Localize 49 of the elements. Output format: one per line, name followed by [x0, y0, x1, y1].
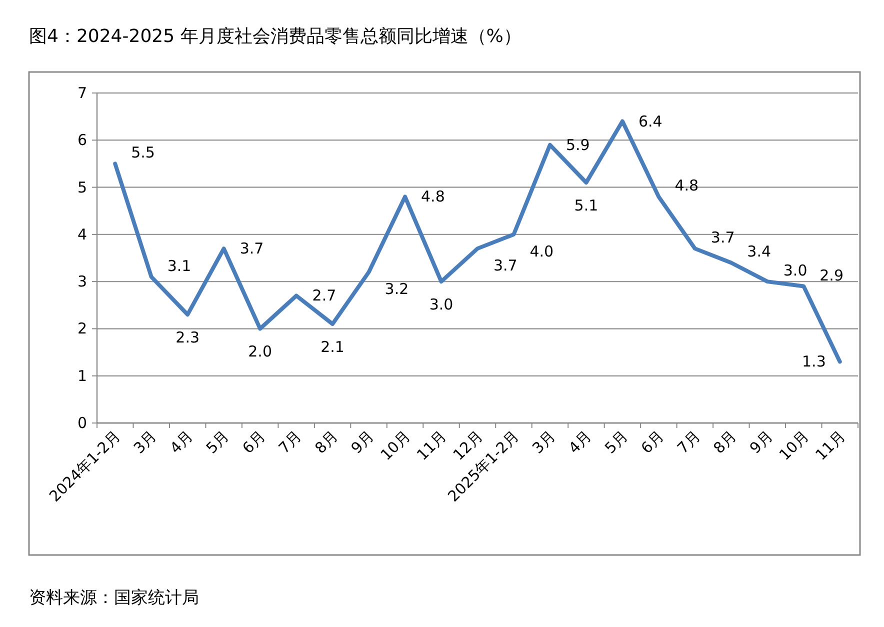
y-tick-label: 7 — [77, 84, 87, 102]
x-tick-label: 7月 — [674, 427, 704, 458]
x-tick-label: 9月 — [348, 427, 378, 458]
y-tick-label: 4 — [77, 225, 87, 244]
y-tick-label: 5 — [77, 178, 87, 196]
text: 2.1 — [320, 338, 344, 356]
text: 3.1 — [167, 256, 192, 275]
x-tick-label: 11月 — [812, 427, 849, 464]
x-tick-label: 9月 — [746, 427, 776, 458]
y-tick-label: 0 — [77, 414, 87, 432]
x-tick-label: 3月 — [130, 427, 160, 458]
y-tick-label: 3 — [77, 272, 87, 291]
y-tick-label: 1 — [77, 366, 87, 385]
text: 5.9 — [566, 136, 590, 154]
text: 5.1 — [574, 196, 598, 215]
x-tick-label: 7月 — [275, 427, 306, 458]
x-tick-label: 8月 — [710, 427, 740, 458]
text: 6.4 — [638, 112, 662, 130]
text: 5.5 — [131, 144, 155, 162]
chart-title: 图4：2024-2025 年月度社会消费品零售总额同比增速（%） — [29, 26, 522, 47]
text: 3.0 — [429, 296, 454, 314]
text: 2.0 — [248, 342, 272, 361]
text: 4.8 — [421, 188, 445, 206]
text: 3.4 — [747, 242, 772, 261]
text: 2.7 — [312, 286, 336, 305]
text: 4.8 — [674, 176, 699, 195]
text: 3.2 — [384, 280, 409, 298]
text: 2.3 — [176, 328, 200, 347]
x-tick-label: 10月 — [377, 427, 414, 464]
x-tick-label: 6月 — [637, 427, 668, 458]
x-tick-label: 5月 — [601, 427, 632, 458]
x-tick-label: 5月 — [202, 427, 233, 458]
y-tick-label: 6 — [77, 131, 87, 150]
text: 3.0 — [783, 262, 808, 280]
y-tick-label: 2 — [77, 320, 87, 338]
text: 资料来源：国家统计局 — [29, 588, 199, 608]
x-tick-label: 4月 — [564, 427, 596, 458]
x-tick-label: 8月 — [311, 427, 342, 458]
x-tick-label: 4月 — [166, 427, 196, 458]
text: 4.0 — [530, 242, 554, 260]
text: 3.7 — [494, 256, 518, 275]
x-tick-label: 10月 — [776, 427, 812, 464]
x-tick-label: 6月 — [238, 427, 269, 458]
text: 3.7 — [710, 228, 735, 247]
x-tick-label: 11月 — [413, 427, 450, 464]
x-tick-label: 3月 — [528, 427, 559, 458]
text: 2.9 — [820, 266, 844, 284]
text: 1.3 — [802, 352, 826, 371]
text: 3.7 — [240, 240, 264, 258]
